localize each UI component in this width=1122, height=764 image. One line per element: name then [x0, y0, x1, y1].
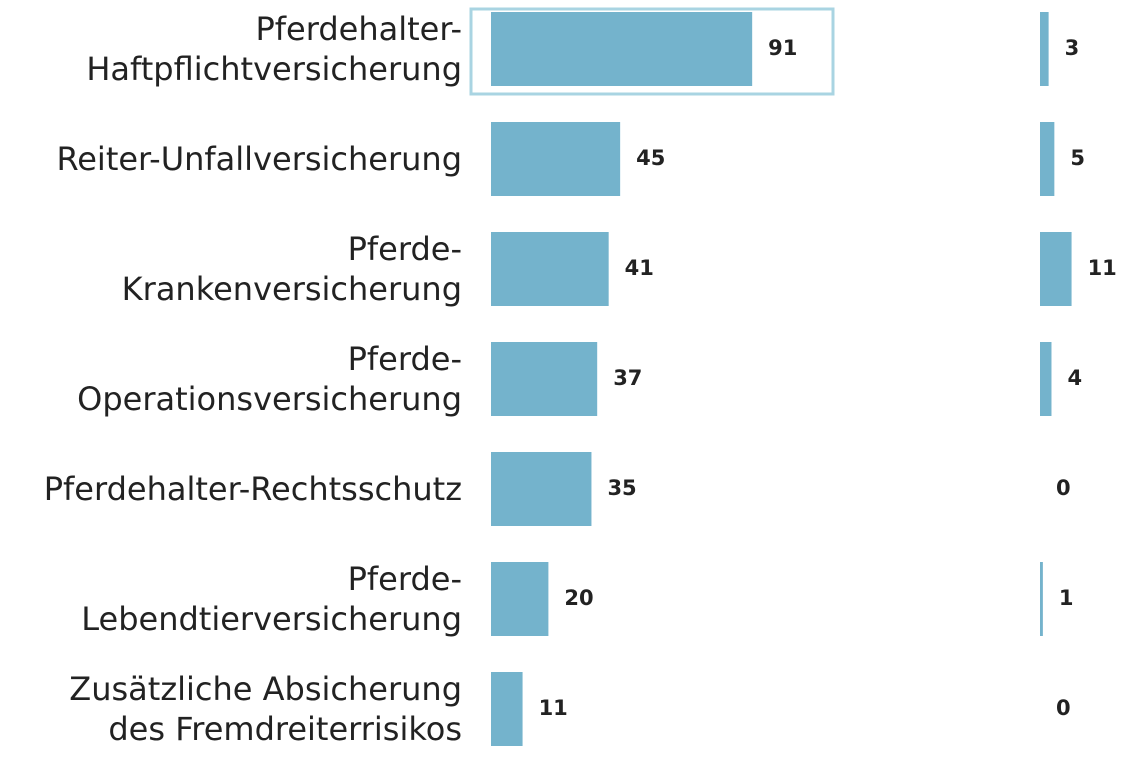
bar	[1040, 232, 1072, 306]
bar	[491, 232, 609, 306]
value-label: 11	[539, 696, 568, 720]
value-label: 35	[607, 476, 636, 500]
value-label: 3	[1065, 36, 1080, 60]
value-label: 45	[636, 146, 665, 170]
bar	[1040, 122, 1055, 196]
bar	[491, 122, 621, 196]
bar	[491, 452, 592, 526]
category-label: Pferdehalter- Haftpflichtversicherung	[86, 10, 462, 88]
category-label-box: Reiter-Unfallversicherung	[0, 104, 462, 214]
bar	[491, 12, 753, 86]
value-label: 37	[613, 366, 642, 390]
category-label: Pferde- Lebendtierversicherung	[81, 560, 462, 638]
category-label-box: Zusätzliche Absicherung des Fremdreiterr…	[0, 654, 462, 764]
category-label-box: Pferdehalter-Rechtsschutz	[0, 434, 462, 544]
category-label: Pferde- Operationsversicherung	[77, 340, 462, 418]
category-label: Reiter-Unfallversicherung	[56, 140, 462, 178]
category-label: Pferdehalter-Rechtsschutz	[43, 470, 462, 508]
category-label: Zusätzliche Absicherung des Fremdreiterr…	[69, 670, 462, 748]
value-label: 4	[1067, 366, 1082, 390]
row-highlight	[469, 7, 835, 96]
category-label-box: Pferde- Operationsversicherung	[0, 324, 462, 434]
value-label: 11	[1088, 256, 1117, 280]
value-label: 91	[768, 36, 797, 60]
category-label-box: Pferdehalter- Haftpflichtversicherung	[0, 0, 462, 104]
value-label: 5	[1070, 146, 1085, 170]
value-label: 0	[1056, 696, 1071, 720]
value-label: 41	[625, 256, 654, 280]
bar	[491, 342, 598, 416]
bar	[1040, 12, 1049, 86]
bar	[1040, 562, 1043, 636]
category-label: Pferde- Krankenversicherung	[121, 230, 462, 308]
bar	[1040, 342, 1052, 416]
bar	[491, 562, 549, 636]
value-label: 1	[1059, 586, 1074, 610]
value-label: 20	[564, 586, 593, 610]
category-label-box: Pferde- Lebendtierversicherung	[0, 544, 462, 654]
bar	[491, 672, 523, 746]
category-label-box: Pferde- Krankenversicherung	[0, 214, 462, 324]
value-label: 0	[1056, 476, 1071, 500]
